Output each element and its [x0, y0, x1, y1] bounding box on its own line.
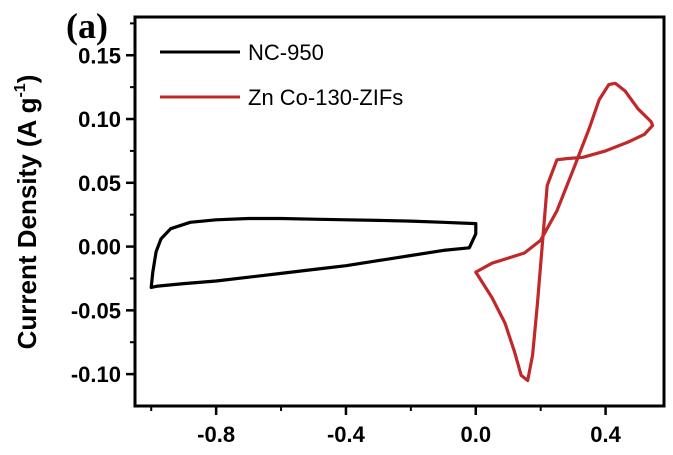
x-tick-label-1: -0.4 [327, 422, 366, 447]
y-axis-label-main: Current Density (A g [12, 98, 42, 350]
series-line-nc-950 [149, 216, 478, 289]
x-tick-label-2: 0.0 [460, 422, 491, 447]
legend-label-zn-co-130-zifs: Zn Co-130-ZIFs [248, 85, 403, 110]
y-tick-label-2: 0.05 [78, 171, 121, 196]
panel-label: (a) [66, 6, 108, 46]
series-line-zn-co-130-zifs [474, 81, 655, 383]
y-axis-label: Current Density (A g-1) [12, 75, 42, 350]
x-tick-label-3: 0.4 [590, 422, 621, 447]
plot-area: -0.8 -0.4 0.0 0.4 0.15 0.10 0.05 0.00 -0.05 -0.10 [71, 22, 655, 447]
y-tick-label-4: -0.05 [71, 298, 121, 323]
y-tick-label-5: -0.10 [71, 362, 121, 387]
plot-frame [133, 15, 666, 408]
y-tick-label-3: 0.00 [78, 235, 121, 260]
y-axis-label-close: ) [12, 75, 42, 84]
y-axis-label-superscript: -1 [12, 83, 29, 97]
y-tick-label-0: 0.15 [78, 43, 121, 68]
legend-label-nc-950: NC-950 [248, 40, 324, 65]
x-tick-label-0: -0.8 [197, 422, 235, 447]
legend: NC-950 Zn Co-130-ZIFs [160, 40, 403, 110]
y-tick-label-1: 0.10 [78, 107, 121, 132]
